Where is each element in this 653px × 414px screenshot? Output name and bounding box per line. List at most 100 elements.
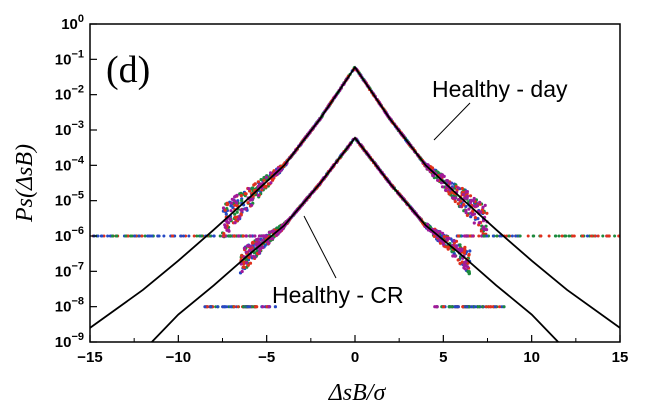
data-point xyxy=(232,305,236,309)
data-point xyxy=(514,234,518,238)
data-point xyxy=(462,266,466,270)
y-tick-label: 10−2 xyxy=(55,84,84,104)
data-point xyxy=(212,234,216,238)
data-point xyxy=(276,166,280,170)
data-point xyxy=(235,201,239,205)
data-point xyxy=(465,305,469,309)
data-point xyxy=(485,234,489,238)
data-point xyxy=(613,234,617,238)
data-point xyxy=(150,234,154,238)
annotation-line-healthy-cr xyxy=(303,215,337,279)
data-point xyxy=(460,260,464,264)
data-point xyxy=(233,212,237,216)
data-point xyxy=(261,246,265,250)
data-point xyxy=(607,234,611,238)
data-point xyxy=(463,260,467,265)
data-point xyxy=(479,210,483,214)
data-point xyxy=(480,305,484,309)
data-point xyxy=(208,234,212,238)
data-point xyxy=(241,234,245,238)
data-point xyxy=(456,305,460,309)
data-point xyxy=(229,305,233,309)
data-point xyxy=(140,234,144,238)
data-point xyxy=(510,234,514,238)
data-point xyxy=(590,234,593,238)
data-point xyxy=(560,234,564,238)
data-point xyxy=(242,246,246,250)
fit-curve-healthy-cr xyxy=(151,136,559,343)
data-point xyxy=(233,221,237,225)
data-point xyxy=(227,229,231,233)
data-point xyxy=(146,234,150,238)
data-point xyxy=(273,305,277,309)
data-point xyxy=(518,234,522,238)
data-point xyxy=(216,305,219,309)
y-tick-label: 10−7 xyxy=(55,260,84,280)
data-point xyxy=(221,206,226,210)
data-point xyxy=(456,258,460,262)
x-tick-label: 10 xyxy=(523,349,540,366)
data-point xyxy=(445,236,449,240)
data-point xyxy=(218,234,222,238)
y-tick-label: 10−9 xyxy=(55,331,84,351)
data-point xyxy=(247,187,251,191)
data-point xyxy=(233,215,237,219)
data-point xyxy=(448,181,452,185)
data-point xyxy=(462,234,467,238)
data-point xyxy=(458,247,462,252)
data-point xyxy=(480,234,484,238)
data-point xyxy=(244,234,248,238)
data-point xyxy=(252,251,256,255)
data-point xyxy=(138,234,141,238)
data-point xyxy=(481,227,485,231)
data-point xyxy=(255,243,259,247)
data-point xyxy=(532,234,536,238)
data-point xyxy=(459,204,463,208)
data-point xyxy=(262,178,266,182)
data-point xyxy=(240,254,244,258)
data-point xyxy=(502,305,506,309)
data-point xyxy=(223,223,227,227)
data-point xyxy=(233,195,237,199)
data-point xyxy=(477,221,481,225)
data-point xyxy=(596,234,600,238)
data-point xyxy=(454,244,458,249)
annotation-healthy-day: Healthy - day xyxy=(432,76,568,102)
data-point xyxy=(567,234,571,238)
data-point xyxy=(222,305,226,309)
data-point xyxy=(257,250,261,254)
data-point xyxy=(236,305,240,309)
data-point xyxy=(253,234,257,238)
x-axis: −15 −10 −5 0 5 10 15 xyxy=(77,335,628,366)
data-point xyxy=(269,181,273,185)
data-point xyxy=(441,231,445,235)
data-point xyxy=(442,235,446,239)
data-point xyxy=(241,305,245,309)
data-point xyxy=(247,248,252,253)
data-point xyxy=(468,249,472,253)
y-tick-label: 10−5 xyxy=(55,190,84,210)
data-point xyxy=(257,184,261,188)
data-point xyxy=(493,305,497,309)
data-point xyxy=(557,234,561,238)
y-axis-label: Ps(ΔsB) xyxy=(12,144,38,223)
data-point xyxy=(465,196,469,200)
data-point xyxy=(267,305,271,309)
data-point xyxy=(195,234,199,238)
data-point xyxy=(203,305,207,309)
data-point xyxy=(481,205,485,209)
data-point xyxy=(209,305,213,309)
data-point xyxy=(473,216,477,220)
data-point xyxy=(124,234,128,238)
data-point xyxy=(247,256,251,260)
data-point xyxy=(106,234,110,238)
y-tick-label: 10−4 xyxy=(55,154,85,174)
data-point xyxy=(477,305,481,309)
data-point xyxy=(187,234,191,238)
data-point xyxy=(581,234,585,238)
data-point xyxy=(242,260,246,264)
data-point xyxy=(233,203,237,207)
annotation-healthy-cr: Healthy - CR xyxy=(272,282,404,308)
data-point xyxy=(252,183,256,187)
